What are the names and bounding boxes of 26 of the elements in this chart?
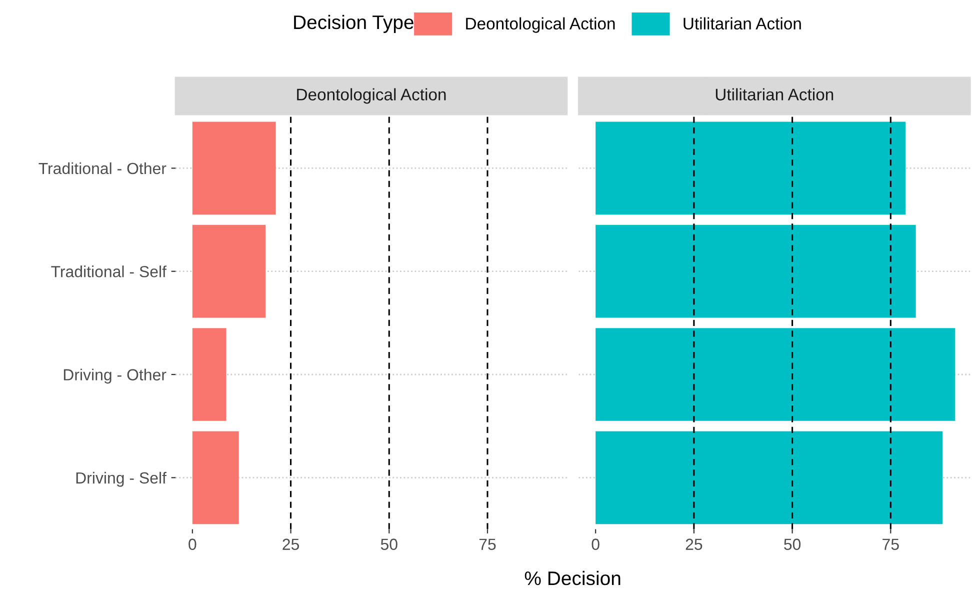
x-tick-label: 50 — [784, 538, 801, 550]
x-tick-label: 0 — [188, 538, 196, 550]
chart-title: Utilitarian Action — [716, 88, 834, 100]
x-tick-label: 0 — [592, 538, 600, 550]
x-tick-label: 50 — [380, 538, 398, 550]
legend-label: Utilitarian Action — [684, 17, 801, 30]
y-tick-label: Traditional - Self — [51, 266, 167, 278]
x-axis-title: % Decision — [524, 570, 620, 586]
bar — [596, 122, 906, 215]
bar — [596, 431, 943, 524]
y-tick-label: Driving - Other — [64, 368, 166, 384]
x-tick-label: 25 — [282, 538, 299, 550]
chart-title: Deontological Action — [297, 88, 446, 104]
bar — [192, 431, 239, 524]
x-tick-label: 75 — [479, 538, 496, 550]
bar — [192, 224, 266, 318]
bar — [596, 328, 956, 421]
y-tick-label: Driving - Self — [76, 472, 166, 487]
y-tick-label: Traditional - Other — [38, 162, 166, 174]
x-tick-label: 75 — [882, 538, 899, 550]
x-tick-label: 25 — [686, 538, 702, 550]
legend-title: Decision Type — [294, 14, 414, 33]
legend-label: Deontological Action — [466, 17, 615, 33]
bar — [596, 224, 916, 318]
bar — [192, 122, 276, 215]
bar — [192, 328, 226, 421]
